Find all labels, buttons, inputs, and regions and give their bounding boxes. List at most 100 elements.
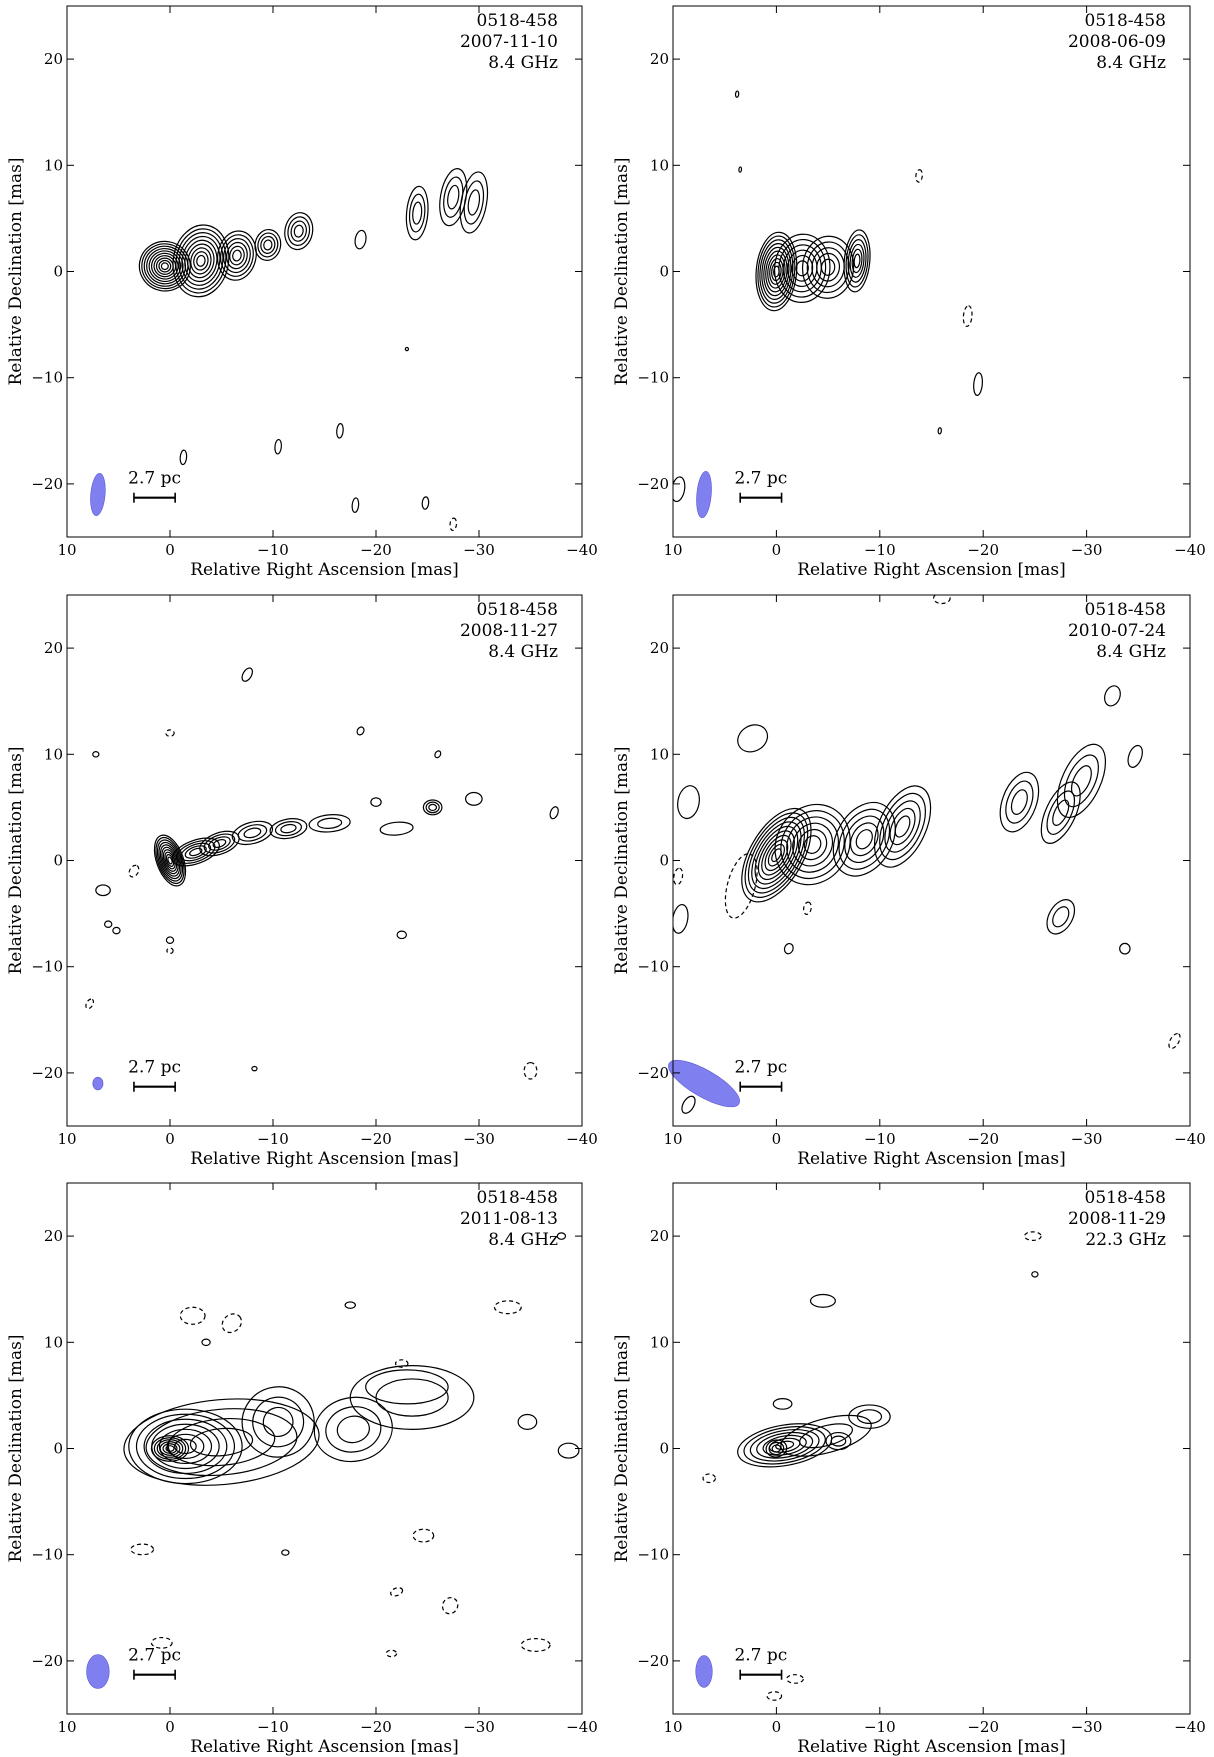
contour-component (404, 346, 410, 352)
contour-level (174, 1438, 197, 1455)
contour-component (556, 1232, 567, 1240)
y-axis-label: Relative Declination [mas] (612, 157, 632, 385)
contour-level (155, 257, 174, 275)
contour-level (370, 797, 382, 807)
contour-level (123, 1398, 320, 1486)
contour-level (767, 254, 786, 289)
contour-level (1119, 942, 1131, 955)
contour-level (724, 853, 758, 919)
x-tick-label: −20 (967, 1718, 999, 1736)
contour-level (756, 1431, 814, 1459)
contour-component (741, 807, 812, 903)
contour-component (92, 751, 100, 758)
x-axis-label: Relative Right Ascension [mas] (797, 1149, 1066, 1169)
contour-component (103, 920, 113, 929)
contour-level (243, 827, 262, 839)
contour-level (351, 497, 360, 513)
negative-contour-component (394, 1359, 409, 1368)
contour-map (702, 1231, 1042, 1701)
contour-level (673, 903, 689, 934)
x-tick-label: 10 (57, 1130, 76, 1148)
contour-level (153, 1437, 187, 1460)
contour-level (774, 803, 851, 886)
contour-map (85, 667, 559, 1080)
contour-level (184, 239, 218, 283)
contour-level (999, 771, 1040, 833)
x-tick-label: 10 (57, 541, 76, 559)
contour-level (208, 836, 231, 851)
negative-contour-component (786, 1674, 804, 1684)
x-axis-label: Relative Right Ascension [mas] (797, 1737, 1066, 1757)
contour-level (463, 180, 485, 225)
contour-level (848, 1404, 891, 1429)
contour-level (737, 1423, 833, 1468)
contour-component (95, 884, 111, 897)
contour-level (738, 166, 743, 173)
y-tick-label: 10 (44, 745, 63, 763)
contour-component (973, 372, 983, 397)
contour-level (1005, 780, 1034, 824)
contour-level (281, 1549, 290, 1556)
contour-level (135, 1413, 236, 1480)
contour-component (153, 834, 187, 887)
contour-level (130, 1543, 155, 1556)
negative-contour-component (130, 1543, 155, 1556)
plot-frame (66, 5, 583, 538)
contour-level (231, 820, 274, 846)
contour-level (254, 228, 282, 261)
contour-level (252, 1396, 305, 1448)
contour-level (768, 1441, 785, 1456)
x-tick-label: 10 (663, 1130, 682, 1148)
contour-level (517, 1413, 538, 1430)
negative-contour-component (385, 1649, 398, 1658)
contour-level (557, 1442, 580, 1459)
x-tick-label: −40 (1174, 1130, 1206, 1148)
contour-level (845, 234, 869, 288)
x-tick-label: 0 (772, 1718, 782, 1736)
x-tick-label: −10 (864, 1130, 896, 1148)
contour-level (549, 806, 559, 820)
beam-ellipse (92, 1076, 104, 1091)
contour-level (677, 785, 700, 820)
negative-contour-component (412, 1528, 435, 1543)
contour-level (290, 220, 307, 242)
contour-level (765, 1439, 788, 1458)
contour-component (396, 930, 407, 940)
y-tick-label: 10 (650, 1333, 669, 1351)
annotation-frequency: 8.4 GHz (1096, 53, 1166, 73)
y-tick-label: 0 (53, 1440, 63, 1458)
y-tick-label: 20 (44, 50, 63, 68)
contour-component (356, 726, 365, 736)
contour-level (187, 243, 215, 279)
contour-level (229, 245, 245, 266)
x-tick-label: −20 (967, 1130, 999, 1148)
contour-level (394, 1359, 409, 1368)
contour-component (370, 797, 382, 807)
contour-level (843, 229, 871, 293)
y-tick-label: −20 (637, 475, 669, 493)
contour-level (1063, 754, 1099, 808)
contour-component (465, 791, 483, 806)
annotation-source: 0518-458 (477, 600, 558, 620)
contour-level (151, 252, 179, 280)
contour-level (441, 1597, 459, 1615)
negative-contour-component (766, 1691, 783, 1701)
scale-bar-label: 2.7 pc (128, 469, 181, 489)
contour-component (354, 229, 367, 250)
contour-level (164, 851, 176, 870)
negative-contour-component (166, 947, 174, 955)
contour-level (855, 829, 873, 850)
contour-level (493, 1300, 522, 1315)
scale-bar-label: 2.7 pc (734, 1058, 787, 1078)
scale-bar: 2.7 pc (734, 469, 787, 503)
contour-level (274, 438, 282, 455)
y-tick-label: −10 (31, 369, 63, 387)
contour-level (421, 496, 430, 510)
contour-level (153, 834, 187, 887)
scale-bar: 2.7 pc (128, 469, 181, 503)
contour-component (832, 801, 896, 877)
contour-level (162, 849, 178, 872)
contour-level (260, 235, 276, 254)
contour-map (673, 595, 1181, 1114)
